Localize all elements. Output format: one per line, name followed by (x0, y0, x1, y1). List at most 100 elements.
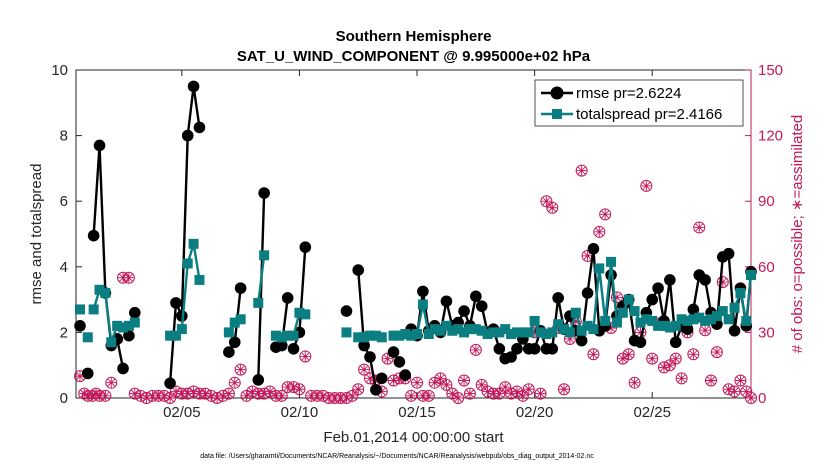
obs-possible-marker (628, 376, 641, 389)
y-tick-right-label: 30 (758, 324, 775, 341)
obs-assimilated-marker (500, 382, 511, 393)
rmse-point (493, 343, 506, 355)
obs-assimilated-marker (688, 349, 699, 360)
rmse-point (93, 139, 106, 152)
rmse-point (223, 346, 235, 358)
obs-assimilated-marker (664, 360, 675, 371)
rmse-point (475, 300, 488, 312)
y-tick-right-label: 90 (758, 193, 775, 210)
obs-assimilated-marker (317, 390, 328, 401)
obs-assimilated-marker (265, 386, 276, 397)
rmse-point (393, 356, 406, 368)
obs-assimilated-marker (617, 353, 628, 364)
rmse-point (669, 336, 682, 349)
totalspread-point (570, 307, 581, 318)
totalspread-point (464, 324, 475, 335)
obs-assimilated-marker (74, 371, 85, 382)
rmse-point (440, 295, 453, 308)
legend: rmse pr=2.6224 totalspread pr=2.4166 (534, 79, 744, 127)
totalspread-point (488, 327, 499, 338)
obs-possible-marker (728, 385, 741, 398)
obs-assimilated-marker (135, 390, 146, 401)
obs-assimilated-marker (159, 390, 170, 401)
rmse-point (605, 269, 617, 281)
totalspread-point (394, 330, 405, 341)
rmse-point (275, 339, 288, 352)
rmse-point (370, 384, 382, 396)
obs-assimilated-marker (711, 347, 722, 358)
totalspread-point (647, 315, 658, 326)
obs-assimilated-marker (476, 379, 487, 390)
obs-possible-marker (352, 383, 365, 396)
rmse-point (387, 346, 400, 358)
y-tick-left-label: 8 (60, 128, 68, 145)
totalspread-point (623, 294, 634, 305)
legend-rmse-label: rmse pr=2.6224 (576, 85, 681, 102)
y-tick-left-label: 4 (60, 259, 68, 276)
obs-possible-marker (275, 389, 288, 402)
totalspread-point (282, 330, 293, 341)
totalspread-point (641, 314, 652, 325)
obs-assimilated-marker (606, 323, 617, 334)
totalspread-point (447, 325, 458, 336)
obs-possible-marker (228, 376, 241, 389)
x-tick-label: 02/10 (281, 404, 319, 421)
obs-assimilated-marker (494, 388, 505, 399)
obs-assimilated-marker (600, 209, 611, 220)
obs-assimilated-marker (611, 292, 622, 303)
obs-assimilated-marker (459, 375, 470, 386)
obs-possible-marker (405, 389, 418, 402)
rmse-point (299, 241, 312, 253)
obs-assimilated-marker (676, 373, 687, 384)
legend-spread-marker (552, 109, 562, 119)
rmse-point (470, 290, 482, 303)
totalspread-point (658, 320, 669, 331)
totalspread-point (629, 306, 640, 317)
obs-assimilated-marker (364, 373, 375, 384)
totalspread-point (517, 327, 528, 338)
obs-assimilated-marker (694, 222, 705, 233)
totalspread-point (694, 312, 705, 323)
obs-assimilated-marker (670, 353, 681, 364)
y-axis-right-label: # of obs: o=possible; ∗=assimilated (789, 115, 806, 354)
obs-assimilated-marker (341, 393, 352, 403)
obs-assimilated-marker (735, 375, 746, 386)
obs-assimilated-marker (700, 325, 711, 336)
totalspread-point (746, 270, 756, 280)
rmse-point (681, 323, 694, 335)
totalspread-point (717, 306, 728, 317)
totalspread-point (165, 330, 176, 341)
obs-assimilated-marker (106, 377, 117, 388)
obs-assimilated-marker (547, 202, 558, 213)
totalspread-point (106, 337, 117, 348)
obs-possible-marker (105, 376, 118, 389)
totalspread-point (494, 327, 505, 338)
obs-possible-marker (234, 363, 247, 376)
rmse-point (722, 247, 735, 260)
obs-assimilated-marker (347, 390, 358, 401)
totalspread-point (664, 322, 675, 333)
obs-assimilated-marker (206, 390, 217, 401)
rmse-point (458, 305, 470, 317)
y-axis-right: 0 30 60 90 120 150 (745, 62, 783, 407)
obs-assimilated-marker (635, 327, 646, 338)
obs-assimilated-marker (594, 226, 605, 237)
obs-assimilated-marker (570, 316, 581, 327)
obs-assimilated-marker (382, 353, 393, 364)
obs-assimilated-marker (482, 386, 493, 397)
totalspread-point (582, 320, 593, 331)
totalspread-point (288, 330, 299, 341)
rmse-line (168, 85, 201, 384)
obs-possible-marker (452, 392, 465, 404)
totalspread-point (300, 309, 311, 320)
obs-possible-marker (99, 389, 112, 402)
totalspread-point (706, 314, 717, 325)
totalspread-point (559, 324, 570, 335)
totalspread-point (364, 330, 375, 341)
obs-possible-marker (705, 374, 718, 387)
totalspread-point (82, 332, 93, 343)
totalspread-point (653, 320, 664, 331)
rmse-point (252, 374, 265, 386)
obs-possible-marker (546, 201, 559, 214)
obs-possible-marker (558, 383, 571, 396)
